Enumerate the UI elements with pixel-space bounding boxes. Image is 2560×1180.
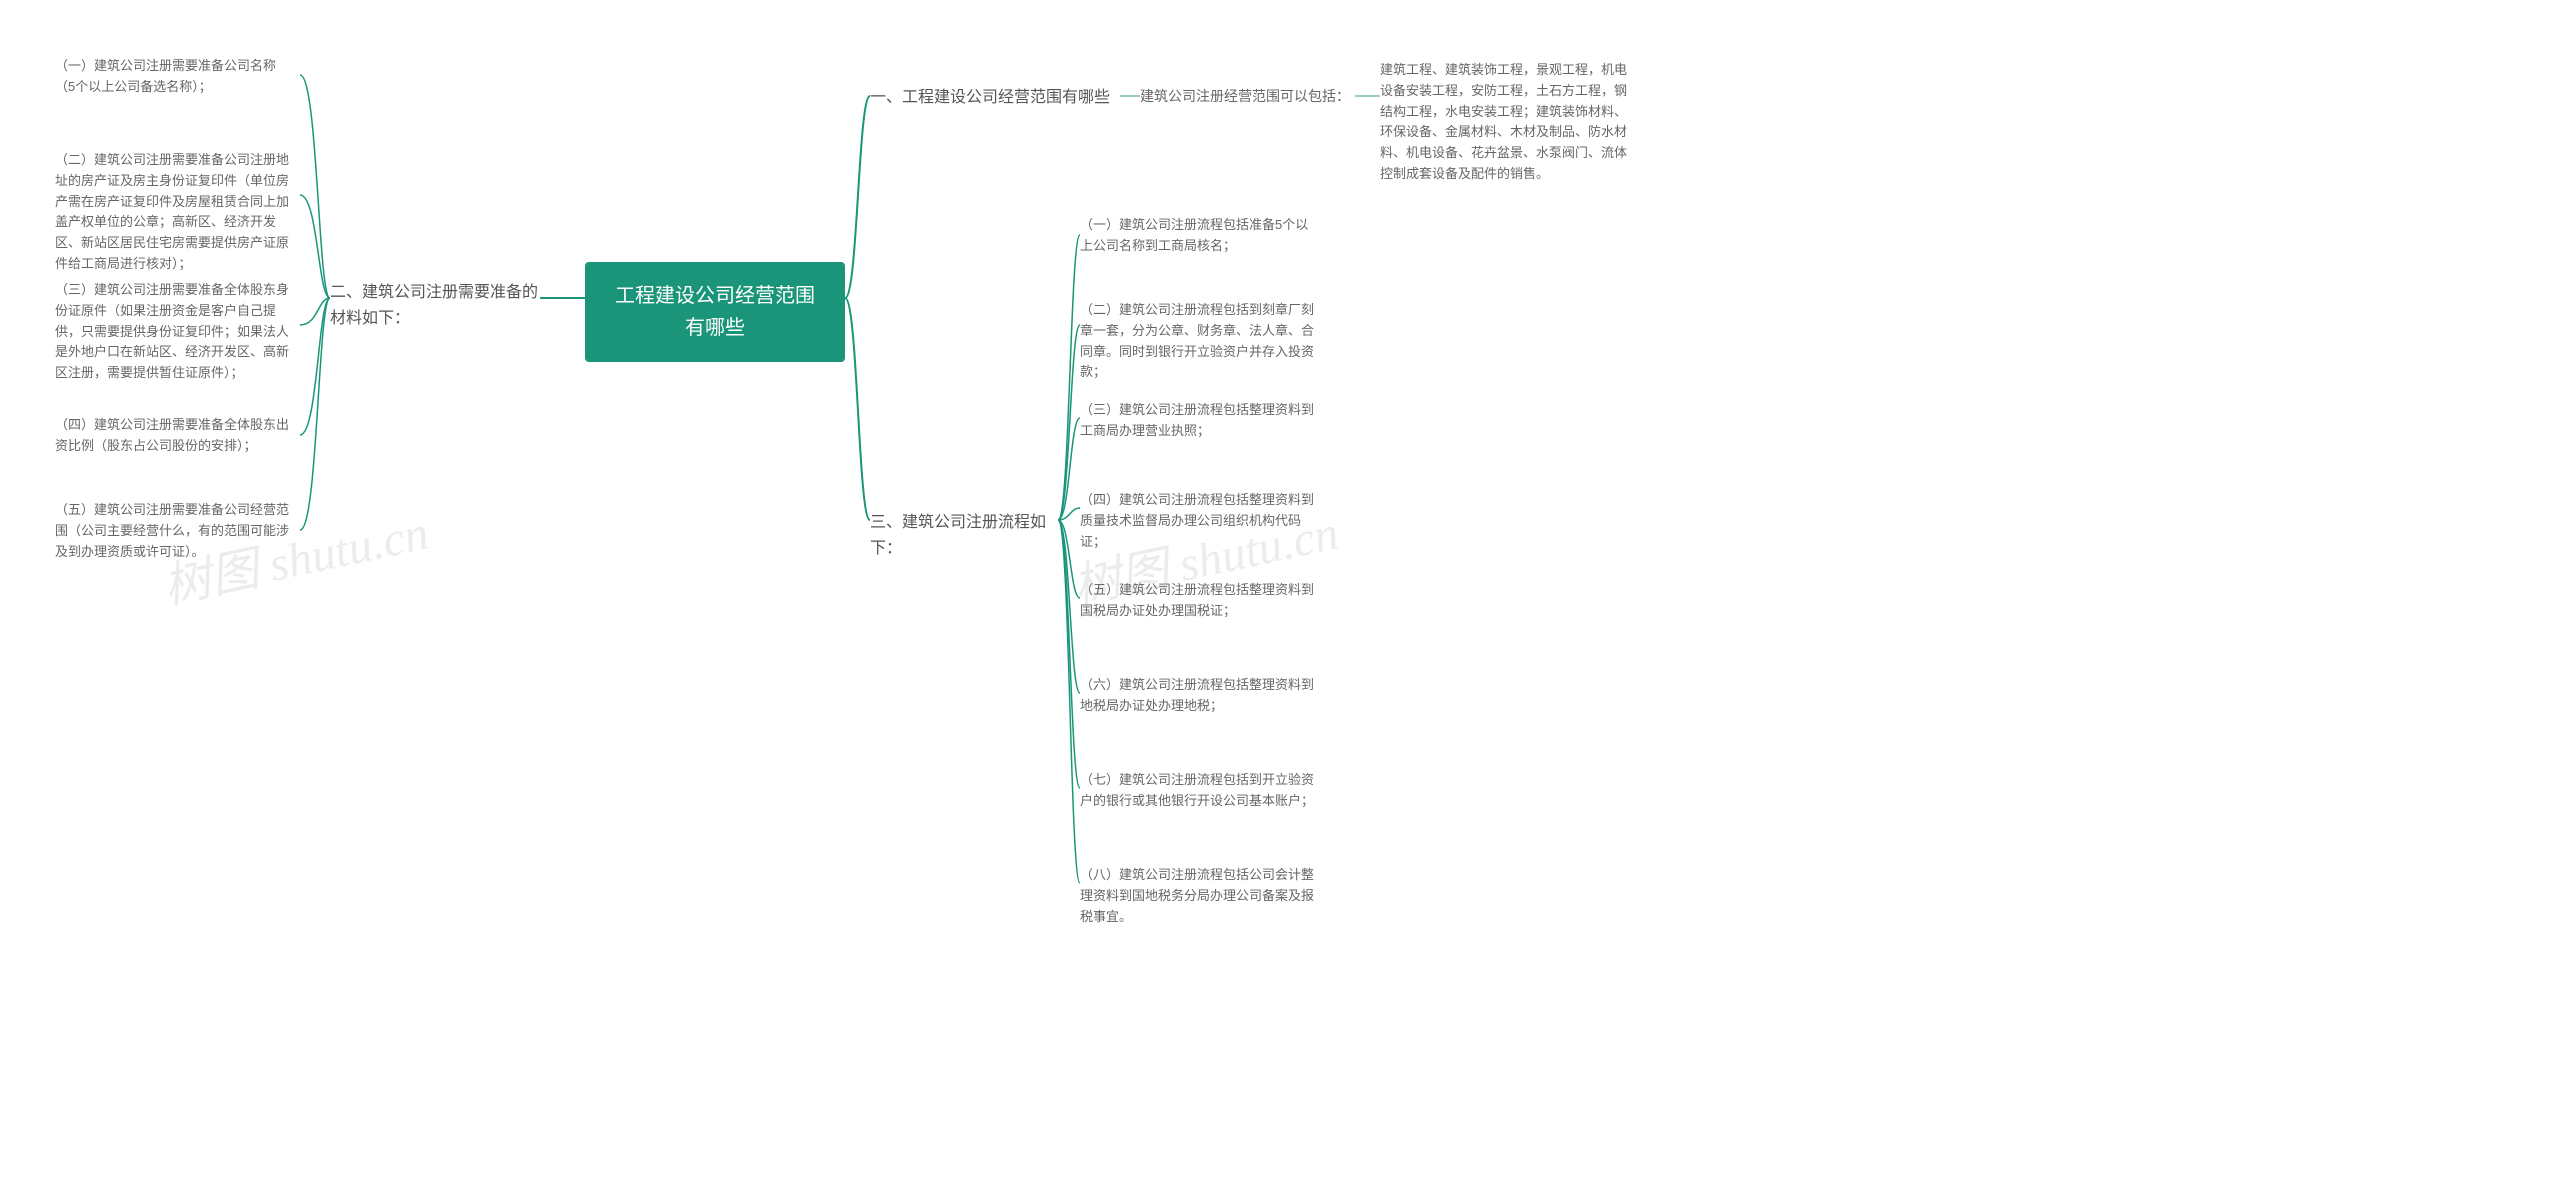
left-leaf-1: （二）建筑公司注册需要准备公司注册地址的房产证及房主身份证复印件（单位房产需在房…	[55, 150, 295, 275]
right-leaf-4: （五）建筑公司注册流程包括整理资料到国税局办证处办理国税证；	[1080, 580, 1320, 622]
right-leaf-2: （三）建筑公司注册流程包括整理资料到工商局办理营业执照；	[1080, 400, 1320, 442]
center-node: 工程建设公司经营范围有哪些	[585, 262, 845, 362]
right-leaf-6: （七）建筑公司注册流程包括到开立验资户的银行或其他银行开设公司基本账户；	[1080, 770, 1320, 812]
center-title: 工程建设公司经营范围有哪些	[615, 285, 815, 339]
left-leaf-0: （一）建筑公司注册需要准备公司名称（5个以上公司备选名称）；	[55, 56, 295, 98]
branch-one-detail: 建筑工程、建筑装饰工程，景观工程，机电设备安装工程，安防工程，土石方工程，钢结构…	[1380, 60, 1630, 185]
left-leaf-2: （三）建筑公司注册需要准备全体股东身份证原件（如果注册资金是客户自己提供，只需要…	[55, 280, 295, 384]
left-leaf-3: （四）建筑公司注册需要准备全体股东出资比例（股东占公司股份的安排）；	[55, 415, 295, 457]
branch-three: 三、建筑公司注册流程如下：	[870, 510, 1070, 561]
left-leaf-4: （五）建筑公司注册需要准备公司经营范围（公司主要经营什么，有的范围可能涉及到办理…	[55, 500, 295, 562]
right-leaf-7: （八）建筑公司注册流程包括公司会计整理资料到国地税务分局办理公司备案及报税事宜。	[1080, 865, 1320, 927]
branch-two-label: 二、建筑公司注册需要准备的材料如下：	[330, 284, 538, 327]
branch-three-label: 三、建筑公司注册流程如下：	[870, 514, 1046, 557]
branch-one-sub-label: 建筑公司注册经营范围可以包括：	[1140, 88, 1350, 104]
right-leaf-0: （一）建筑公司注册流程包括准备5个以上公司名称到工商局核名；	[1080, 215, 1320, 257]
right-leaf-1: （二）建筑公司注册流程包括到刻章厂刻章一套，分为公章、财务章、法人章、合同章。同…	[1080, 300, 1320, 383]
branch-one: 一、工程建设公司经营范围有哪些	[870, 85, 1130, 111]
right-leaf-5: （六）建筑公司注册流程包括整理资料到地税局办证处办理地税；	[1080, 675, 1320, 717]
right-leaf-3: （四）建筑公司注册流程包括整理资料到质量技术监督局办理公司组织机构代码证；	[1080, 490, 1320, 552]
branch-one-sub: 建筑公司注册经营范围可以包括：	[1140, 85, 1360, 107]
branch-one-label: 一、工程建设公司经营范围有哪些	[870, 89, 1110, 106]
branch-two: 二、建筑公司注册需要准备的材料如下：	[330, 280, 550, 331]
